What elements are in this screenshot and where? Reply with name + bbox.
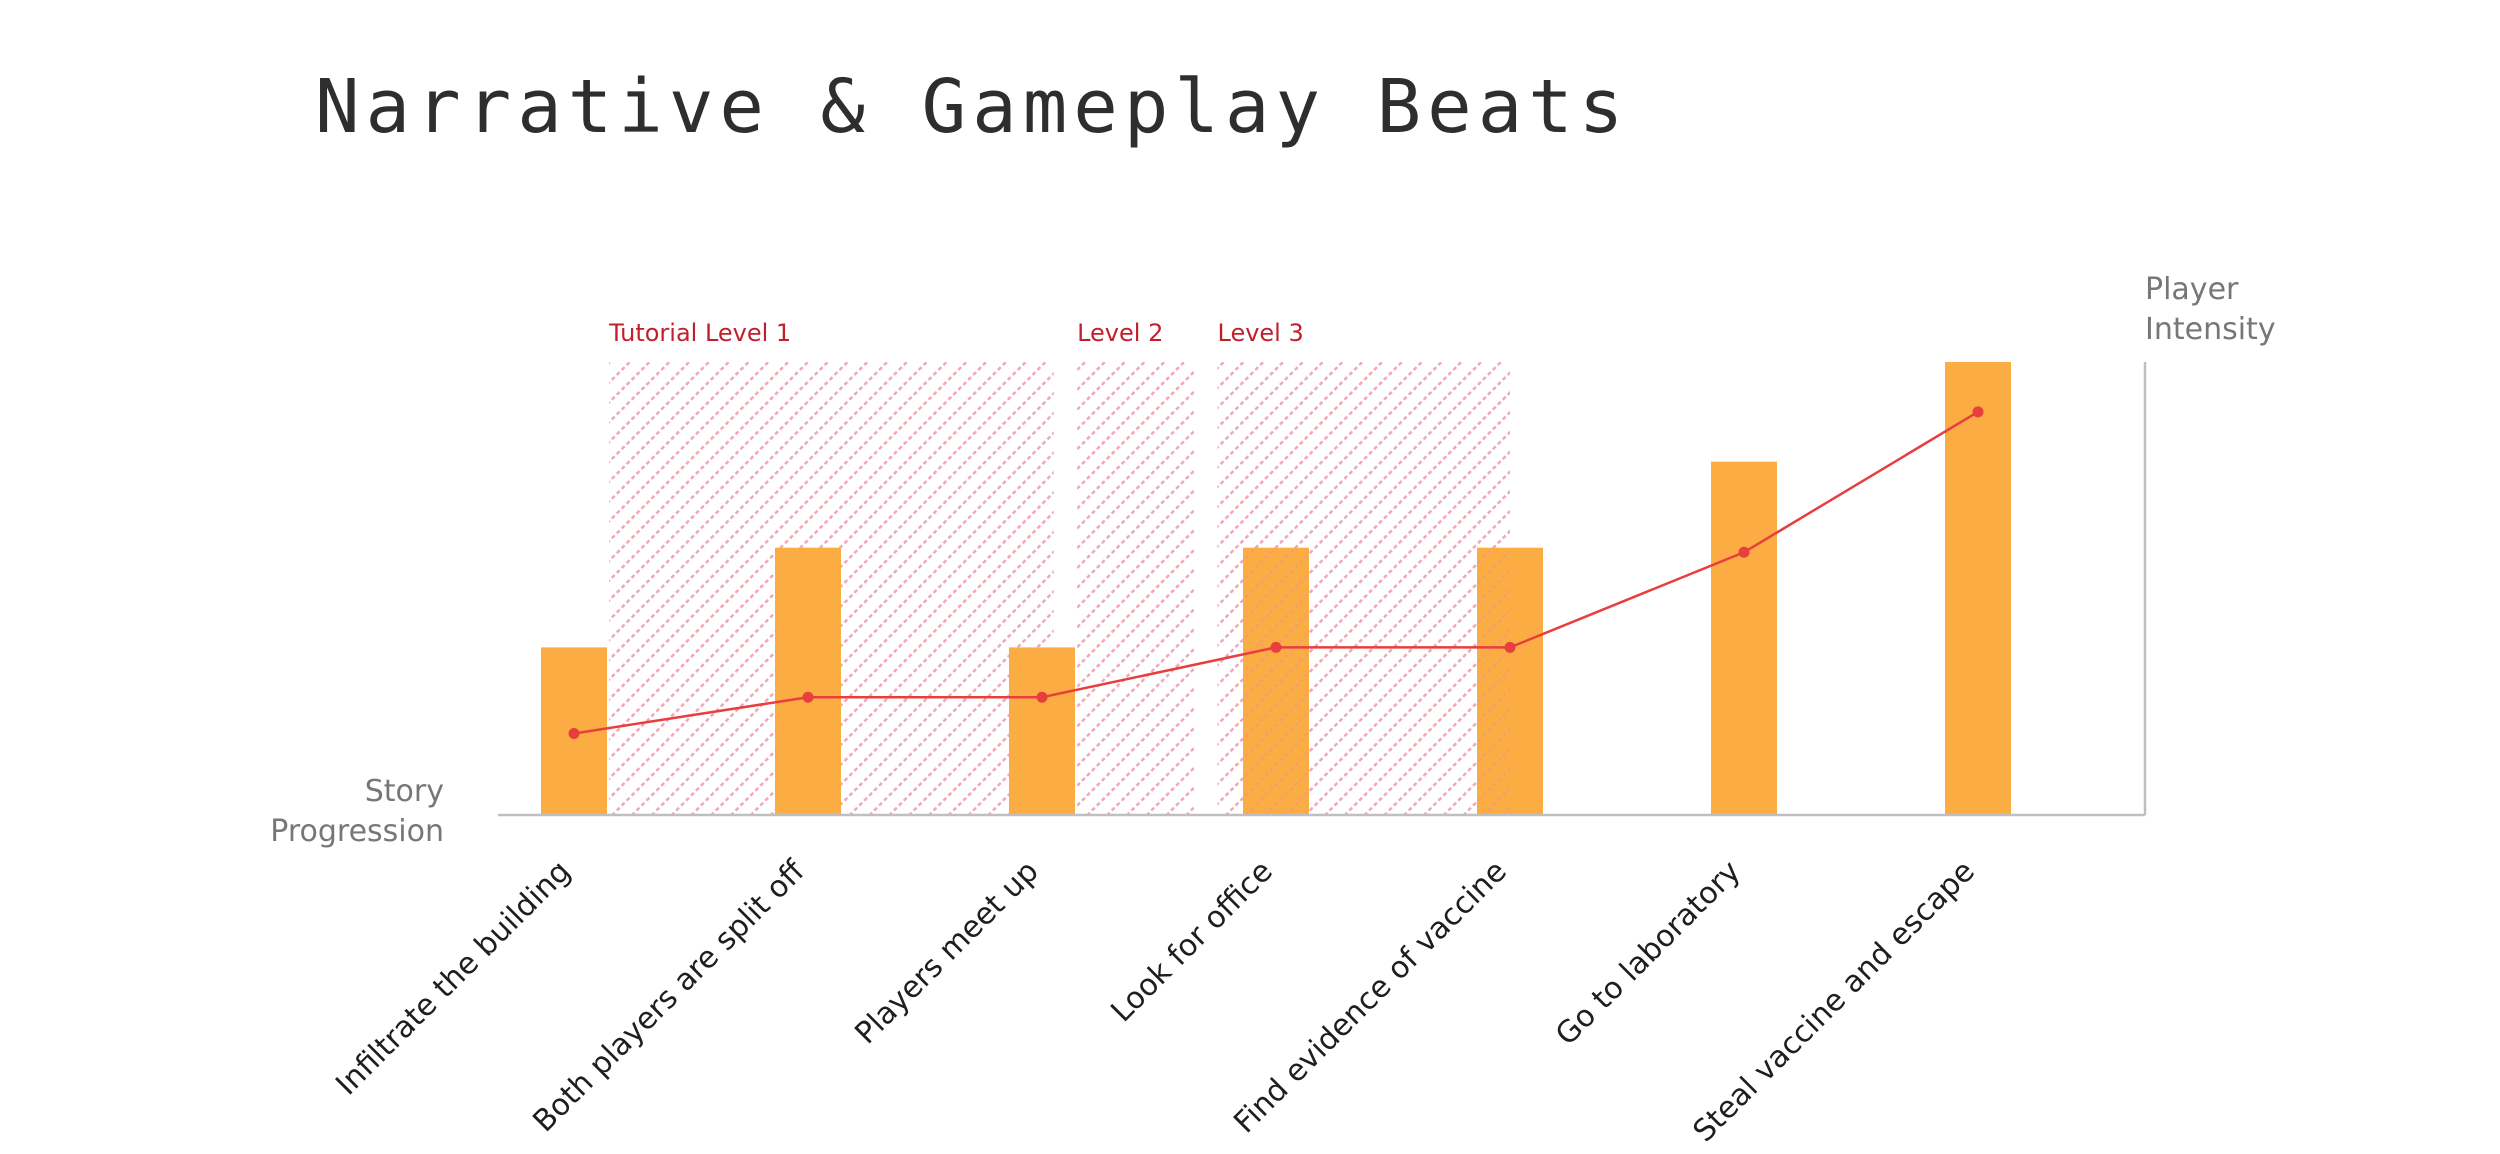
category-label: Find evidence of vaccine xyxy=(1227,854,1513,1140)
line-point xyxy=(802,691,814,703)
bar-overlap xyxy=(1243,547,1309,815)
line-point xyxy=(1738,546,1750,558)
level-zone xyxy=(1077,362,1195,815)
category-label: Both players are split off xyxy=(526,853,812,1139)
level-label: Level 3 xyxy=(1218,319,1304,347)
line-point xyxy=(1504,641,1516,653)
bar xyxy=(1711,461,1777,815)
level-label: Level 2 xyxy=(1077,319,1163,347)
line-point xyxy=(1972,406,1984,418)
category-label: Look for office xyxy=(1104,854,1279,1029)
category-label: Steal vaccine and escape xyxy=(1686,854,1981,1149)
y-axis-label: Player Intensity xyxy=(2145,272,2276,347)
line-point xyxy=(1036,691,1048,703)
category-label: Go to laboratory xyxy=(1549,854,1748,1053)
category-label: Players meet up xyxy=(848,854,1045,1051)
level-label: Tutorial Level 1 xyxy=(608,319,791,347)
axes xyxy=(498,362,2147,817)
bar xyxy=(775,547,841,815)
x-axis-label: Story Progression xyxy=(270,774,444,849)
line-point xyxy=(1270,641,1282,653)
bar xyxy=(1945,362,2011,815)
axis-titles: Player Intensity Story Progression xyxy=(270,272,2275,849)
bar xyxy=(1009,647,1075,815)
zone-overlaps xyxy=(1243,547,1510,815)
chart-title: Narrative & Gameplay Beats xyxy=(315,64,1629,150)
line-point xyxy=(568,727,580,739)
category-label: Infiltrate the building xyxy=(329,854,577,1102)
intensity-line xyxy=(568,406,1984,739)
bar-overlap xyxy=(1477,547,1510,815)
